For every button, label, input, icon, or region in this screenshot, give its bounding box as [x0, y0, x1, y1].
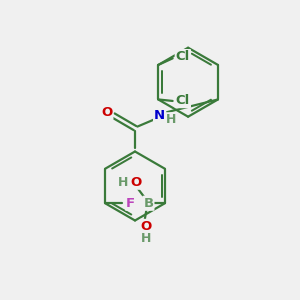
Text: Cl: Cl — [176, 50, 190, 63]
Text: O: O — [101, 106, 112, 119]
Text: O: O — [141, 220, 152, 233]
Text: H: H — [166, 113, 176, 126]
Text: H: H — [118, 176, 129, 189]
Text: H: H — [141, 232, 152, 245]
Text: B: B — [143, 197, 153, 210]
Text: F: F — [126, 197, 135, 210]
Text: N: N — [154, 109, 165, 122]
Text: Cl: Cl — [176, 94, 190, 107]
Text: O: O — [131, 176, 142, 189]
